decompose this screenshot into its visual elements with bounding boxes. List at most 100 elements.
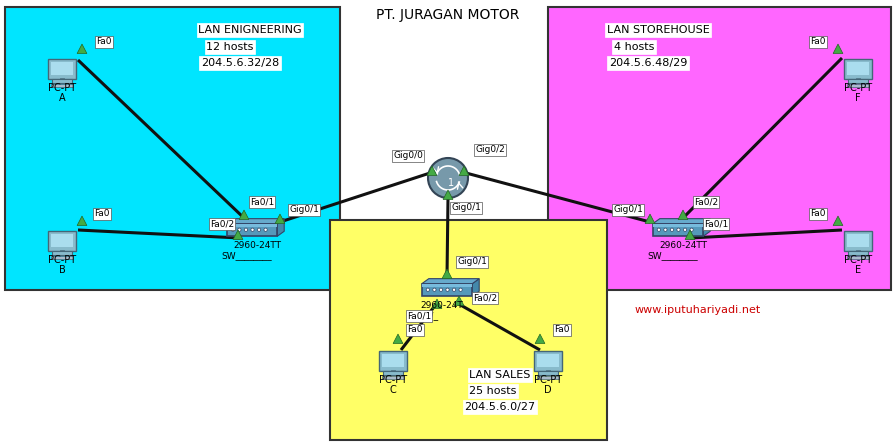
Polygon shape bbox=[645, 214, 655, 223]
Bar bbox=[330, 220, 607, 440]
Bar bbox=[422, 284, 472, 296]
Text: 2960-24TT: 2960-24TT bbox=[659, 242, 707, 251]
Circle shape bbox=[459, 288, 462, 291]
Text: 2960-24T: 2960-24T bbox=[420, 302, 463, 311]
Bar bbox=[51, 84, 73, 87]
Polygon shape bbox=[77, 44, 87, 53]
Bar bbox=[653, 224, 703, 236]
Text: Fa0/2: Fa0/2 bbox=[694, 198, 718, 206]
Text: F: F bbox=[855, 93, 861, 103]
Text: Gig0/1: Gig0/1 bbox=[451, 203, 481, 213]
Bar bbox=[379, 351, 408, 371]
Circle shape bbox=[264, 228, 267, 231]
Bar bbox=[849, 79, 868, 83]
Text: A: A bbox=[58, 93, 65, 103]
Circle shape bbox=[676, 228, 680, 231]
Bar bbox=[847, 84, 869, 87]
Bar bbox=[382, 376, 404, 379]
Text: www.iputuhariyadi.net: www.iputuhariyadi.net bbox=[635, 305, 761, 315]
Circle shape bbox=[670, 228, 674, 231]
Bar bbox=[52, 79, 72, 83]
Circle shape bbox=[237, 228, 241, 231]
Text: PC-PT: PC-PT bbox=[844, 255, 872, 265]
Bar bbox=[422, 284, 472, 287]
Polygon shape bbox=[277, 218, 284, 236]
Bar bbox=[51, 234, 73, 247]
Text: Fa0/1: Fa0/1 bbox=[250, 198, 274, 206]
Circle shape bbox=[433, 288, 436, 291]
Bar bbox=[653, 224, 703, 227]
Polygon shape bbox=[239, 210, 249, 219]
Bar bbox=[5, 7, 340, 290]
Text: LAN STOREHOUSE: LAN STOREHOUSE bbox=[607, 25, 710, 35]
Text: 1: 1 bbox=[448, 178, 454, 188]
Text: Gig0/1: Gig0/1 bbox=[457, 258, 487, 267]
Text: Fa0: Fa0 bbox=[96, 37, 112, 46]
Bar bbox=[534, 351, 563, 371]
Polygon shape bbox=[459, 166, 469, 175]
Circle shape bbox=[257, 228, 261, 231]
Text: SW________: SW________ bbox=[648, 251, 698, 260]
Polygon shape bbox=[454, 296, 464, 306]
Text: 204.5.6.48/29: 204.5.6.48/29 bbox=[608, 58, 687, 68]
Polygon shape bbox=[703, 218, 711, 236]
Text: SW_: SW_ bbox=[419, 312, 438, 320]
Text: 12 hosts: 12 hosts bbox=[206, 42, 254, 52]
Circle shape bbox=[684, 228, 686, 231]
Text: C: C bbox=[390, 385, 396, 395]
Text: LAN ENIGNEERING: LAN ENIGNEERING bbox=[198, 25, 302, 35]
Text: Fa0/2: Fa0/2 bbox=[473, 294, 497, 303]
Text: Fa0: Fa0 bbox=[94, 210, 109, 218]
Polygon shape bbox=[432, 299, 442, 308]
Bar bbox=[547, 370, 549, 372]
Bar bbox=[538, 354, 559, 367]
Bar bbox=[227, 224, 277, 227]
Text: B: B bbox=[58, 265, 65, 275]
Bar bbox=[47, 59, 76, 79]
Text: PC-PT: PC-PT bbox=[48, 255, 76, 265]
Text: 2960-24TT: 2960-24TT bbox=[233, 242, 281, 251]
Text: 204.5.6.32/28: 204.5.6.32/28 bbox=[201, 58, 280, 68]
Bar bbox=[60, 78, 64, 80]
Polygon shape bbox=[442, 269, 452, 279]
Bar bbox=[51, 62, 73, 75]
Polygon shape bbox=[535, 334, 545, 344]
Bar bbox=[848, 62, 869, 75]
Bar bbox=[857, 250, 859, 252]
Polygon shape bbox=[77, 216, 87, 226]
Bar bbox=[849, 251, 868, 255]
Circle shape bbox=[664, 228, 667, 231]
Text: D: D bbox=[544, 385, 552, 395]
Text: Gig0/1: Gig0/1 bbox=[613, 206, 643, 214]
Text: Fa0: Fa0 bbox=[810, 37, 826, 46]
Bar bbox=[844, 59, 873, 79]
Text: LAN SALES: LAN SALES bbox=[470, 370, 530, 380]
Polygon shape bbox=[444, 190, 452, 199]
Bar bbox=[227, 224, 277, 236]
Text: Fa0: Fa0 bbox=[810, 210, 826, 218]
Text: 204.5.6.0/27: 204.5.6.0/27 bbox=[464, 402, 536, 412]
Circle shape bbox=[452, 288, 456, 291]
Polygon shape bbox=[678, 210, 688, 219]
Circle shape bbox=[428, 158, 468, 198]
Bar bbox=[848, 234, 869, 247]
Text: E: E bbox=[855, 265, 861, 275]
Text: PC-PT: PC-PT bbox=[48, 83, 76, 93]
Polygon shape bbox=[653, 218, 711, 224]
Circle shape bbox=[251, 228, 254, 231]
Polygon shape bbox=[233, 230, 243, 239]
Text: 25 hosts: 25 hosts bbox=[470, 386, 517, 396]
Text: PC-PT: PC-PT bbox=[379, 375, 407, 385]
Circle shape bbox=[690, 228, 694, 231]
Text: SW________: SW________ bbox=[221, 251, 272, 260]
Polygon shape bbox=[427, 166, 437, 175]
Bar bbox=[51, 256, 73, 259]
Text: Fa0: Fa0 bbox=[408, 325, 423, 335]
Polygon shape bbox=[393, 334, 403, 344]
Bar bbox=[844, 231, 873, 251]
Circle shape bbox=[231, 228, 235, 231]
Text: Gig0/2: Gig0/2 bbox=[475, 146, 504, 154]
Bar bbox=[857, 78, 859, 80]
Text: Fa0: Fa0 bbox=[555, 325, 570, 335]
Text: Gig0/1: Gig0/1 bbox=[289, 206, 319, 214]
